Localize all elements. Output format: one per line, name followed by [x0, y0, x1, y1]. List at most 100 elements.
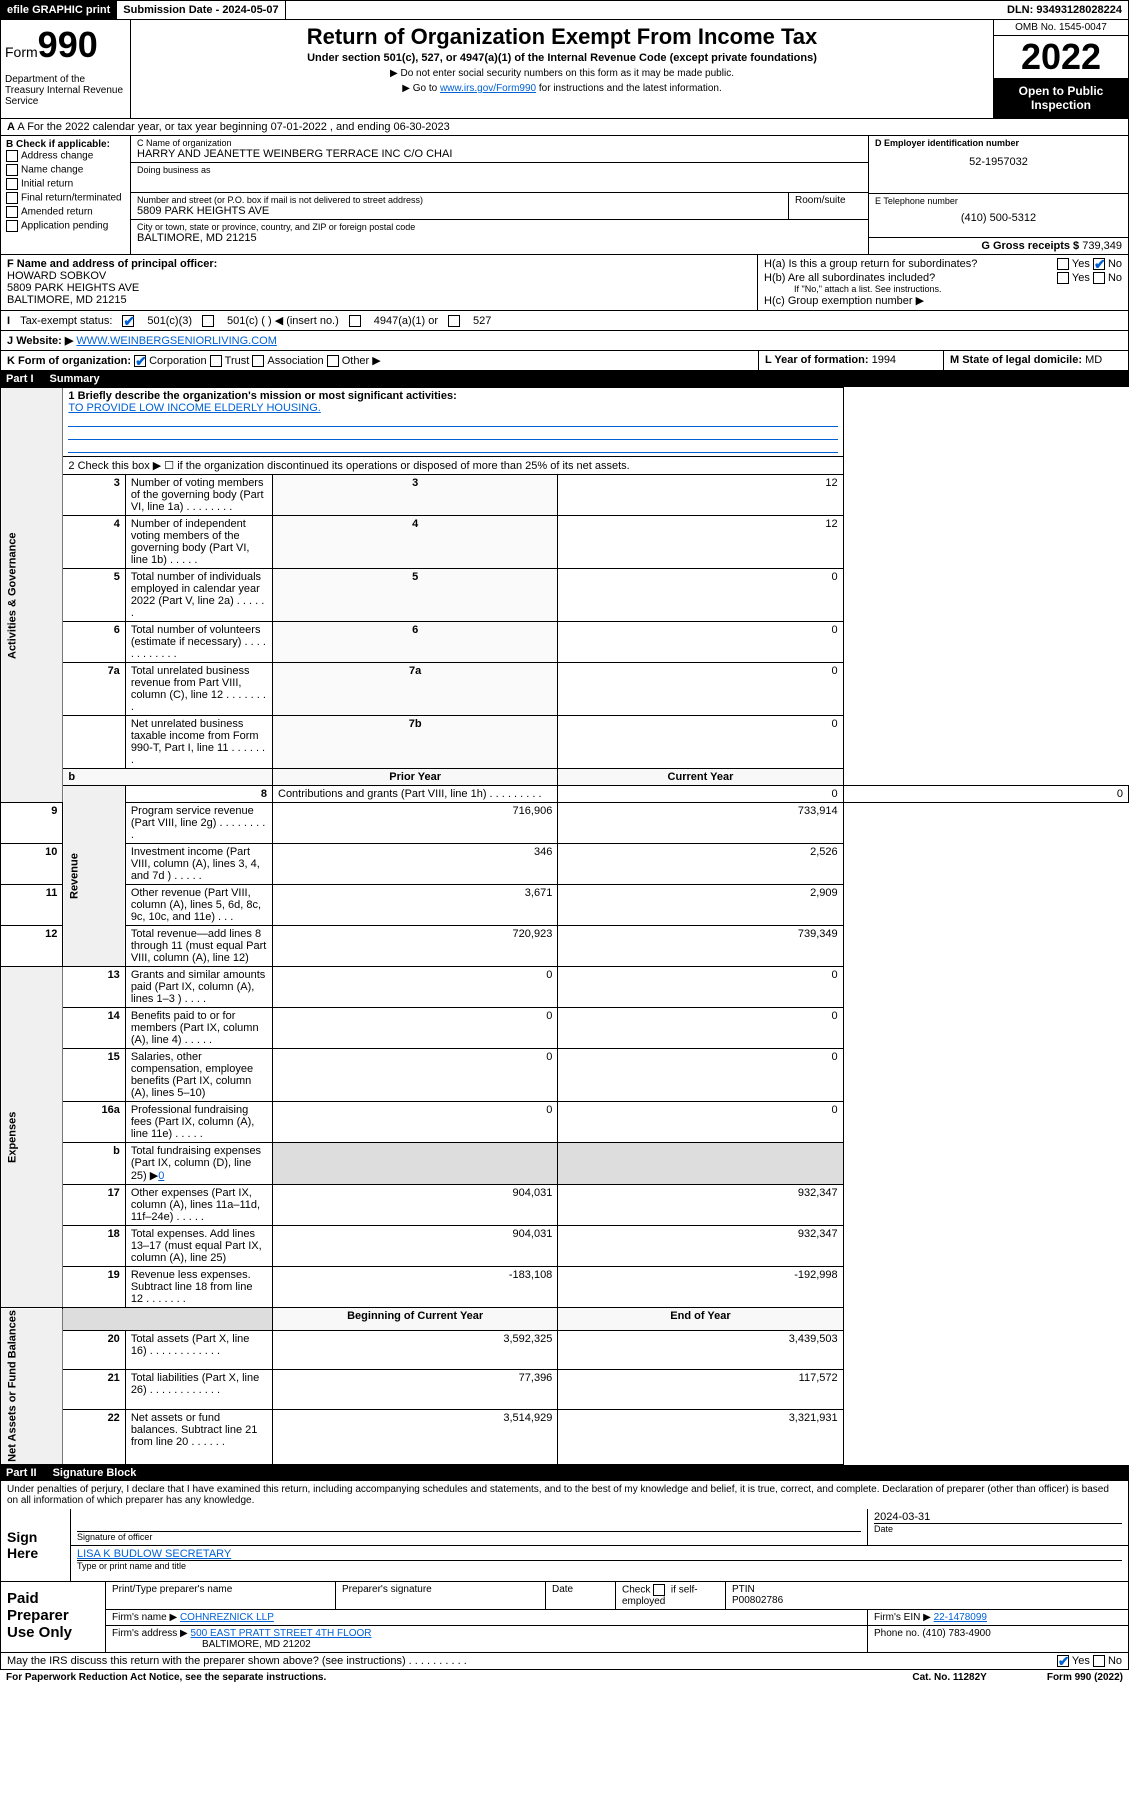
part2-header: Part II Signature Block — [0, 1465, 1129, 1481]
cb-527[interactable] — [448, 315, 460, 327]
an21: 21 — [63, 1370, 125, 1409]
ap21: 77,396 — [273, 1370, 558, 1409]
subtitle-2a: ▶ Do not enter social security numbers o… — [139, 68, 985, 79]
opt-corp: Corporation — [149, 355, 206, 367]
part1-header: Part I Summary — [0, 371, 1129, 387]
rn9: 9 — [1, 803, 63, 844]
hdr-beg: Beginning of Current Year — [273, 1308, 558, 1331]
cb-final-return[interactable] — [6, 192, 18, 204]
ha-no-lbl: No — [1108, 258, 1122, 270]
room-suite-label: Room/suite — [788, 193, 868, 219]
irs-link[interactable]: www.irs.gov/Form990 — [440, 83, 536, 94]
vlabel-expenses: Expenses — [1, 967, 63, 1308]
row-j: J Website: ▶ WWW.WEINBERGSENIORLIVING.CO… — [0, 331, 1129, 351]
ptin-label: PTIN — [732, 1584, 755, 1595]
cb-501c3[interactable] — [122, 315, 134, 327]
cb-amended[interactable] — [6, 206, 18, 218]
n6: 6 — [63, 622, 125, 663]
an20: 20 — [63, 1331, 125, 1370]
ep16a: 0 — [273, 1102, 558, 1143]
cb-address-change[interactable] — [6, 150, 18, 162]
cb-app-pending[interactable] — [6, 220, 18, 232]
subtitle-2b: ▶ Go to www.irs.gov/Form990 for instruct… — [139, 83, 985, 94]
ha-yes[interactable] — [1057, 258, 1069, 270]
k4: 4 — [273, 516, 558, 569]
firm-ein[interactable]: 22-1478099 — [934, 1612, 987, 1623]
n7a: 7a — [63, 663, 125, 716]
sig-declaration: Under penalties of perjury, I declare th… — [0, 1481, 1129, 1509]
efile-print[interactable]: efile GRAPHIC print — [1, 1, 117, 19]
dept-treasury: Department of the Treasury Internal Reve… — [5, 74, 126, 107]
rd8: Contributions and grants (Part VIII, lin… — [273, 786, 558, 803]
rp9: 716,906 — [273, 803, 558, 844]
prep-sig-hdr: Preparer's signature — [336, 1582, 546, 1609]
k7a: 7a — [273, 663, 558, 716]
row-7a: 7aTotal unrelated business revenue from … — [1, 663, 1129, 716]
cb-lbl-3: Final return/terminated — [21, 193, 122, 204]
form-header: Form990 Department of the Treasury Inter… — [0, 20, 1129, 119]
year-formation: 1994 — [872, 354, 896, 366]
website-value[interactable]: WWW.WEINBERGSENIORLIVING.COM — [76, 335, 276, 347]
ec16a: 0 — [558, 1102, 843, 1143]
hb-yes[interactable] — [1057, 272, 1069, 284]
ha-label: H(a) Is this a group return for subordin… — [764, 258, 977, 270]
firm-name[interactable]: COHNREZNICK LLP — [180, 1612, 274, 1623]
year-formation-label: L Year of formation: — [765, 354, 869, 366]
officer-name-title[interactable]: LISA K BUDLOW SECRETARY — [77, 1548, 1122, 1560]
cb-4947[interactable] — [349, 315, 361, 327]
row-i: I Tax-exempt status: 501(c)(3) 501(c) ( … — [0, 311, 1129, 331]
hc-label: H(c) Group exemption number ▶ — [764, 294, 1122, 307]
rd9: Program service revenue (Part VIII, line… — [125, 803, 272, 844]
cb-trust[interactable] — [210, 355, 222, 367]
hb-no[interactable] — [1093, 272, 1105, 284]
goto-pre: ▶ Go to — [402, 83, 440, 94]
discuss-label: May the IRS discuss this return with the… — [7, 1655, 1057, 1667]
prep-name-hdr: Print/Type preparer's name — [106, 1582, 336, 1609]
sign-here-label: Sign Here — [1, 1509, 71, 1581]
cb-501c[interactable] — [202, 315, 214, 327]
ep15: 0 — [273, 1049, 558, 1102]
dba-label: Doing business as — [137, 165, 862, 175]
prep-check-lbl: Check — [622, 1585, 650, 1596]
ha-no[interactable] — [1093, 258, 1105, 270]
officer-addr2: BALTIMORE, MD 21215 — [7, 294, 751, 306]
cb-corp[interactable] — [134, 355, 146, 367]
hdr-end: End of Year — [558, 1308, 843, 1331]
cb-other[interactable] — [327, 355, 339, 367]
discuss-no[interactable] — [1093, 1655, 1105, 1667]
ec17: 932,347 — [558, 1185, 843, 1226]
addr-label: Number and street (or P.O. box if mail i… — [137, 195, 782, 205]
cb-initial-return[interactable] — [6, 178, 18, 190]
hb-yes-lbl: Yes — [1072, 272, 1090, 284]
mission-text[interactable]: TO PROVIDE LOW INCOME ELDERLY HOUSING. — [68, 402, 837, 414]
firm-addr1[interactable]: 500 EAST PRATT STREET 4TH FLOOR — [191, 1628, 372, 1639]
rn11: 11 — [1, 885, 63, 926]
vlabel-revenue: Revenue — [63, 786, 125, 967]
d7b: Net unrelated business taxable income fr… — [125, 716, 272, 769]
ep13: 0 — [273, 967, 558, 1008]
k7b: 7b — [273, 716, 558, 769]
n7b — [63, 716, 125, 769]
ed19: Revenue less expenses. Subtract line 18 … — [125, 1267, 272, 1308]
n3: 3 — [63, 475, 125, 516]
open-to-public: Open to Public Inspection — [994, 78, 1128, 118]
form-word: Form — [5, 44, 38, 60]
en13: 13 — [63, 967, 125, 1008]
discuss-yes[interactable] — [1057, 1655, 1069, 1667]
cb-assoc[interactable] — [252, 355, 264, 367]
cb-self-employed[interactable] — [653, 1584, 665, 1596]
ap20: 3,592,325 — [273, 1331, 558, 1370]
hb-label: H(b) Are all subordinates included? — [764, 272, 935, 284]
rc12: 739,349 — [558, 926, 843, 967]
ec19: -192,998 — [558, 1267, 843, 1308]
cb-name-change[interactable] — [6, 164, 18, 176]
officer-name: HOWARD SOBKOV — [7, 270, 751, 282]
city-state-zip: BALTIMORE, MD 21215 — [137, 232, 862, 244]
en17: 17 — [63, 1185, 125, 1226]
discuss-no-lbl: No — [1108, 1655, 1122, 1667]
cb-lbl-2: Initial return — [21, 179, 73, 190]
hdr-prior: Prior Year — [273, 769, 558, 786]
officer-addr1: 5809 PARK HEIGHTS AVE — [7, 282, 751, 294]
ed14: Benefits paid to or for members (Part IX… — [125, 1008, 272, 1049]
rc9: 733,914 — [558, 803, 843, 844]
